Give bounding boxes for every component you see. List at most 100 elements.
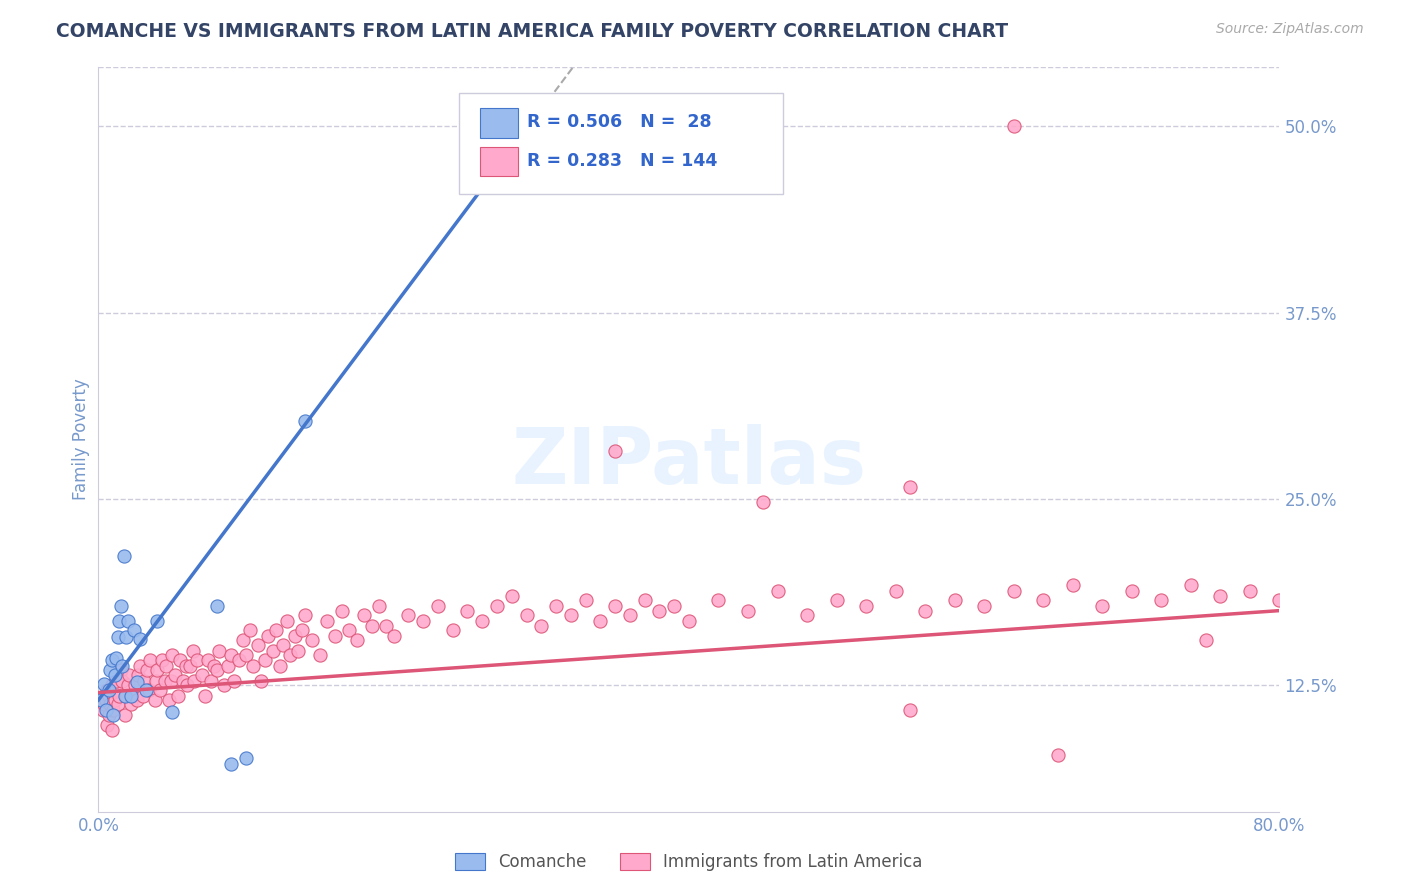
Point: [105, 682, 128, 697]
Point: [108, 614, 131, 628]
Point: [262, 644, 284, 658]
Point: [1180, 578, 1202, 592]
Point: [176, 678, 198, 692]
Point: [114, 689, 136, 703]
Point: [105, 651, 128, 665]
Point: [530, 618, 553, 632]
Point: [1268, 593, 1291, 607]
Point: [766, 584, 789, 599]
Point: [205, 599, 228, 614]
Point: [149, 682, 172, 697]
Point: [186, 653, 208, 667]
Point: [501, 589, 523, 603]
Point: [339, 623, 361, 637]
Point: [217, 658, 239, 673]
Point: [125, 693, 148, 707]
Point: [1046, 748, 1070, 763]
Point: [179, 658, 201, 673]
Point: [221, 648, 243, 663]
Legend: Comanche, Immigrants from Latin America: Comanche, Immigrants from Latin America: [449, 847, 929, 878]
Point: [605, 599, 627, 614]
Point: [250, 673, 273, 688]
Y-axis label: Family Poverty: Family Poverty: [72, 378, 90, 500]
Point: [294, 414, 316, 428]
Point: [1209, 589, 1232, 603]
Point: [1091, 599, 1114, 614]
Point: [1002, 584, 1025, 599]
Point: [427, 599, 450, 614]
Point: [212, 678, 235, 692]
Point: [242, 658, 264, 673]
Point: [100, 653, 122, 667]
Point: [100, 723, 122, 737]
Point: [153, 673, 176, 688]
Point: [707, 593, 730, 607]
Point: [135, 682, 157, 697]
Point: [353, 608, 375, 623]
Point: [269, 658, 291, 673]
Point: [174, 658, 197, 673]
Point: [973, 599, 995, 614]
Point: [276, 614, 298, 628]
Point: [294, 608, 316, 623]
Point: [264, 623, 287, 637]
Point: [107, 631, 129, 645]
Point: [382, 629, 405, 643]
Point: [111, 673, 134, 688]
Point: [132, 689, 155, 703]
Point: [114, 707, 136, 722]
Point: [94, 693, 117, 707]
Point: [125, 675, 148, 690]
Text: ZIPatlas: ZIPatlas: [512, 424, 866, 500]
Point: [346, 633, 368, 648]
Point: [254, 653, 277, 667]
Point: [914, 604, 936, 618]
Point: [122, 623, 145, 637]
Point: [246, 638, 269, 652]
Point: [121, 689, 143, 703]
Point: [108, 689, 131, 703]
Point: [110, 663, 132, 677]
Point: [115, 631, 138, 645]
Point: [194, 689, 217, 703]
Point: [93, 698, 115, 712]
Point: [235, 648, 257, 663]
Point: [117, 614, 139, 628]
Point: [115, 689, 138, 703]
Point: [398, 608, 420, 623]
Point: [159, 673, 181, 688]
Point: [200, 673, 222, 688]
Point: [1032, 593, 1054, 607]
Point: [181, 644, 204, 658]
Point: [235, 751, 257, 765]
Point: [284, 629, 307, 643]
FancyBboxPatch shape: [479, 108, 517, 137]
Point: [97, 682, 120, 697]
Point: [516, 608, 538, 623]
Point: [162, 648, 183, 663]
Point: [127, 667, 149, 681]
Point: [205, 663, 228, 677]
Point: [368, 599, 391, 614]
Point: [737, 604, 759, 618]
Point: [162, 705, 183, 719]
Point: [191, 667, 214, 681]
Point: [291, 623, 314, 637]
Point: [301, 633, 323, 648]
Point: [323, 629, 346, 643]
Point: [111, 658, 134, 673]
Point: [117, 678, 139, 692]
Point: [120, 698, 142, 712]
Point: [648, 604, 671, 618]
Point: [1121, 584, 1143, 599]
Point: [118, 667, 141, 681]
Point: [943, 593, 966, 607]
Point: [103, 703, 125, 717]
Point: [169, 653, 191, 667]
Point: [486, 599, 509, 614]
Point: [605, 444, 627, 458]
Point: [1150, 593, 1173, 607]
Point: [128, 658, 150, 673]
Point: [105, 673, 128, 688]
Point: [93, 676, 115, 690]
